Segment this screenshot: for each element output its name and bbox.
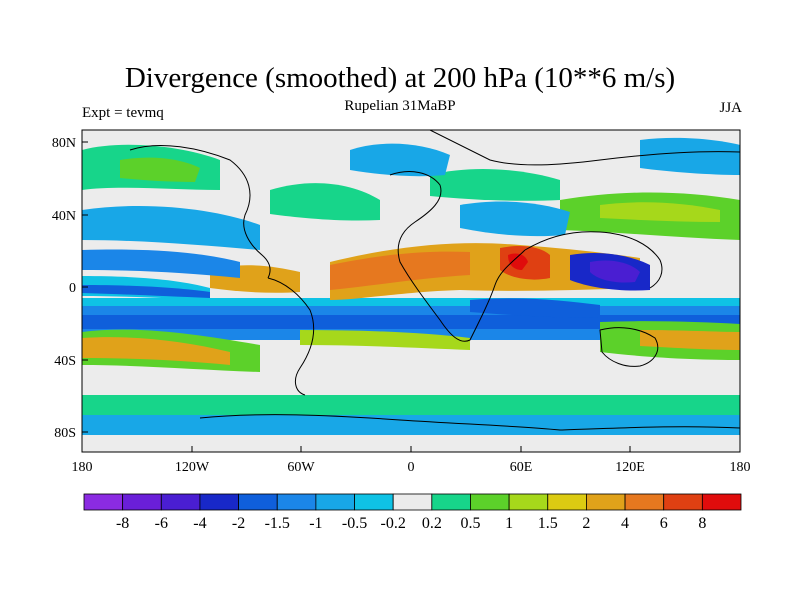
latitude-axis: 80N 40N 0 40S 80S (52, 136, 88, 441)
colorbar-swatch (547, 493, 587, 511)
lon-tick-label: 0 (408, 460, 415, 475)
colorbar-label: -2 (232, 515, 245, 532)
lon-tick-label: 120W (175, 460, 210, 475)
colorbar-label: -0.2 (381, 515, 406, 532)
experiment-label: Expt = tevmq (82, 105, 164, 121)
colorbar-label: -8 (116, 515, 129, 532)
colorbar-label: -0.5 (342, 515, 367, 532)
colorbar-swatch (508, 493, 549, 511)
lat-tick-label: 80S (54, 426, 76, 441)
colorbar-swatch (276, 493, 317, 511)
colorbar-swatch (160, 493, 201, 511)
lat-tick-label: 40S (54, 354, 76, 369)
lon-tick-label: 120E (615, 460, 645, 475)
map-title: Divergence (smoothed) at 200 hPa (10**6 … (124, 62, 676, 94)
colorbar-swatch (586, 493, 626, 511)
colorbar-swatch (122, 493, 162, 511)
colorbar-label: 0.5 (460, 515, 480, 532)
lat-tick-label: 40N (52, 209, 76, 224)
colorbar-swatch (199, 493, 239, 511)
lat-tick-label: 80N (52, 136, 76, 151)
colorbar-swatch (431, 493, 471, 511)
colorbar-label: 2 (582, 515, 590, 532)
map-subtitle: Rupelian 31MaBP (344, 98, 456, 114)
season-label: JJA (719, 100, 742, 116)
colorbar-swatch (701, 493, 742, 511)
colorbar-label: 0.2 (422, 515, 442, 532)
colorbar-swatch (315, 493, 355, 511)
colorbar-label: 8 (698, 515, 706, 532)
lon-tick-label: 180 (730, 460, 751, 475)
divergence-field (82, 130, 740, 452)
colorbar-swatch (663, 493, 703, 511)
colorbar-label: 1 (505, 515, 513, 532)
lon-tick-label: 60E (510, 460, 533, 475)
lon-tick-label: 180 (72, 460, 93, 475)
colorbar-label: 6 (660, 515, 668, 532)
colorbar-swatch (354, 493, 394, 511)
colorbar-swatch (624, 493, 665, 511)
longitude-axis: 180 120W 60W 0 60E 120E 180 (72, 446, 751, 475)
colorbar-label: -1.5 (265, 515, 290, 532)
coastlines (129, 130, 740, 431)
colorbar-swatch (470, 493, 510, 511)
colorbar-label: -6 (155, 515, 168, 532)
lat-tick-label: 0 (69, 281, 76, 296)
colorbar-swatch (83, 493, 124, 511)
colorbar-label: 4 (621, 515, 629, 532)
colorbar-label: -4 (193, 515, 206, 532)
colorbar-label: -1 (309, 515, 322, 532)
lon-tick-label: 60W (287, 460, 315, 475)
colorbar-swatch (238, 493, 278, 511)
colorbar: -8 -6 -4 -2 -1.5 -1 -0.5 -0.2 0.2 0.5 1 1.5 2 4 6 8 (83, 493, 742, 532)
colorbar-label: 1.5 (538, 515, 558, 532)
colorbar-swatch (392, 493, 433, 511)
